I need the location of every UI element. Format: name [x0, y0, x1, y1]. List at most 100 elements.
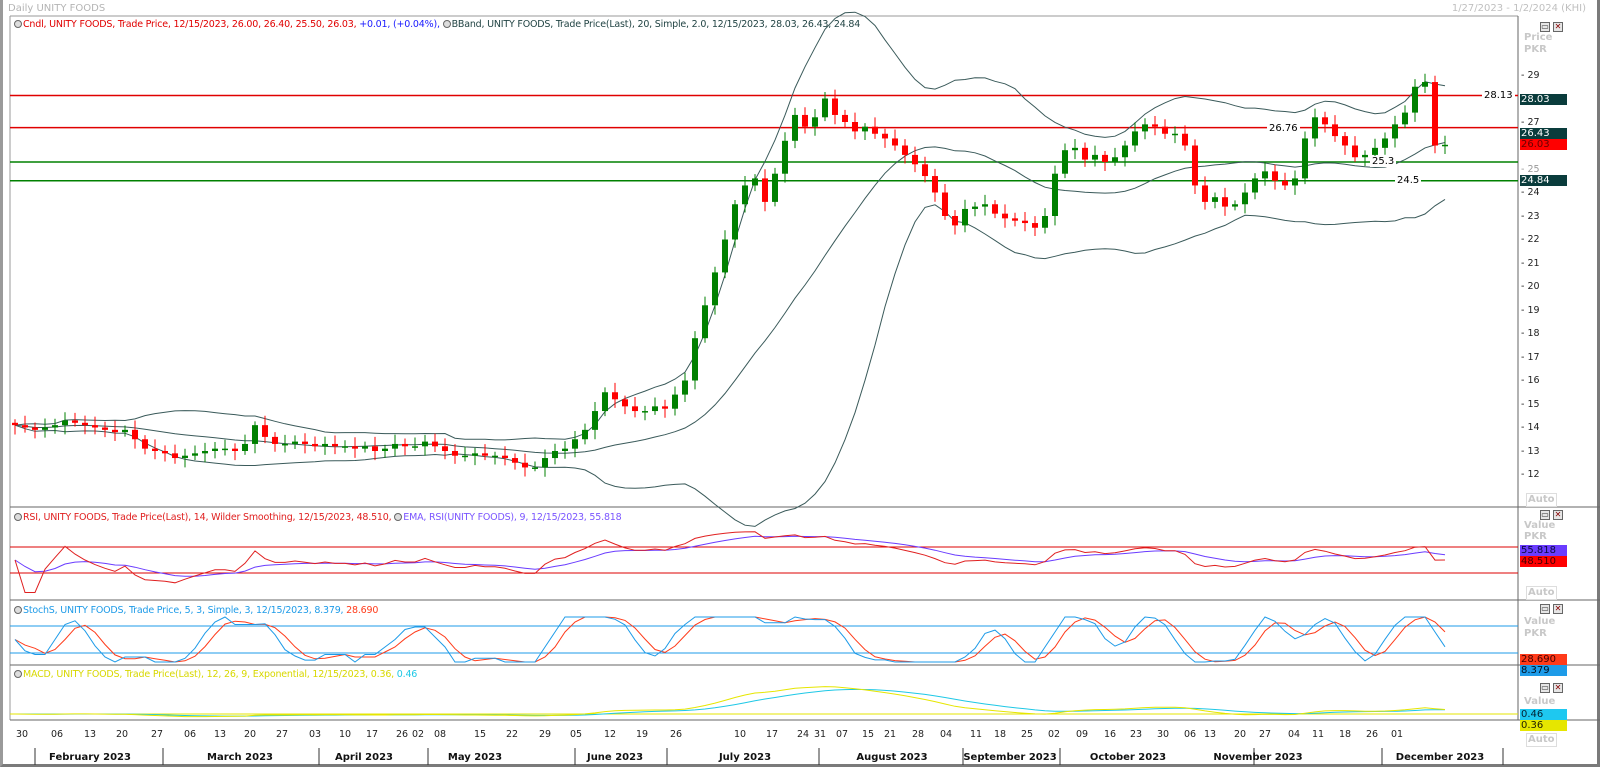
candle-down: [502, 455, 508, 459]
candle-down: [142, 439, 148, 449]
rsi-axis-title: Value: [1524, 520, 1556, 531]
candle-up: [42, 427, 48, 430]
month-label: May 2023: [447, 752, 503, 763]
date-tick: 04: [939, 729, 953, 740]
date-tick: 02: [1047, 729, 1061, 740]
clock-icon[interactable]: [14, 513, 22, 521]
candle-up: [1052, 173, 1058, 216]
candle-up: [322, 443, 328, 447]
maximize-rsi-button[interactable]: ▭: [1540, 510, 1550, 520]
macd-signal-legend: 0.46: [393, 669, 418, 680]
date-tick: 27: [150, 729, 164, 740]
candle-up: [492, 455, 498, 458]
macd-legend: MACD, UNITY FOODS, Trade Price(Last), 12…: [14, 669, 417, 680]
date-tick: 13: [1203, 729, 1217, 740]
price-auto-scale-button[interactable]: Auto: [1526, 493, 1557, 507]
maximize-panel-button[interactable]: ▭: [1540, 22, 1550, 32]
last-price-tag: 26.03: [1520, 139, 1567, 150]
stoch-legend-text: StochS, UNITY FOODS, Trade Price, 5, 3, …: [23, 605, 344, 616]
candle-down: [1152, 124, 1158, 127]
candle-up: [1382, 138, 1388, 148]
candle-up: [1142, 124, 1148, 132]
bb-lower-tag: 24.84: [1520, 175, 1567, 186]
price-tick: - 24: [1521, 187, 1540, 198]
candle-up: [472, 453, 478, 456]
price-tick: - 21: [1521, 257, 1540, 269]
bband-lower-line: [14, 198, 1446, 527]
candle-down: [832, 98, 838, 115]
candle-up: [822, 98, 828, 118]
candle-up: [122, 429, 128, 433]
macd-auto-scale-button[interactable]: Auto: [1526, 733, 1557, 747]
close-panel-button[interactable]: ✕: [1553, 22, 1563, 32]
price-axis-title: Price: [1524, 32, 1553, 43]
date-tick: 25: [1020, 729, 1034, 740]
candle-down: [162, 451, 168, 454]
hline-label-28-13: 28.13: [1482, 90, 1515, 101]
candle-up: [592, 411, 598, 430]
candle-down: [1032, 223, 1038, 228]
candle-down: [352, 446, 358, 449]
candle-up: [812, 117, 818, 127]
date-tick: 11: [1311, 729, 1325, 740]
date-tick: 03: [308, 729, 322, 740]
candle-up: [1072, 147, 1078, 151]
date-tick: 06: [183, 729, 197, 740]
candle-down: [842, 114, 848, 122]
close-stoch-button[interactable]: ✕: [1553, 604, 1563, 614]
date-tick: 06: [1183, 729, 1197, 740]
clock-icon[interactable]: [14, 20, 22, 28]
candle-up: [1092, 154, 1098, 160]
month-label: July 2023: [718, 752, 772, 763]
candle-up: [1312, 117, 1318, 139]
macd-legend-text: MACD, UNITY FOODS, Trade Price(Last), 12…: [23, 669, 394, 680]
clock-icon[interactable]: [442, 20, 451, 28]
candle-down: [452, 451, 458, 456]
macd-line: [14, 686, 1446, 718]
rsi-line: [14, 531, 1446, 593]
candle-up: [1172, 133, 1178, 136]
close-macd-button[interactable]: ✕: [1553, 683, 1563, 693]
candle-down: [12, 422, 18, 426]
candle-up: [672, 394, 678, 409]
date-tick: 20: [1233, 729, 1247, 740]
clock-icon[interactable]: [14, 606, 22, 614]
candle-up: [1112, 157, 1118, 162]
price-tick: - 13: [1521, 445, 1540, 457]
candle-down: [402, 443, 408, 447]
date-tick: 09: [1075, 729, 1089, 740]
candle-up: [222, 448, 228, 451]
candle-up: [532, 467, 538, 469]
candle-up: [722, 239, 728, 273]
candle-down: [432, 441, 438, 447]
date-tick: 12: [603, 729, 617, 740]
ema-legend-text: EMA, RSI(UNITY FOODS), 9, 12/15/2023, 55…: [403, 512, 622, 523]
candle-up: [562, 448, 568, 451]
candle-down: [132, 429, 138, 440]
price-tick: - 17: [1521, 351, 1540, 363]
candle-up: [1242, 192, 1248, 205]
date-tick: 10: [338, 729, 352, 740]
rsi-ema-line: [14, 535, 1446, 577]
clock-icon[interactable]: [14, 670, 22, 678]
candle-down: [92, 425, 98, 428]
candle-up: [1132, 131, 1138, 146]
candle-up: [682, 380, 688, 395]
candle-up: [982, 204, 988, 207]
candle-up: [412, 446, 418, 448]
clock-icon[interactable]: [394, 513, 403, 521]
maximize-stoch-button[interactable]: ▭: [1540, 604, 1550, 614]
rsi-auto-scale-button[interactable]: Auto: [1526, 586, 1557, 600]
close-rsi-button[interactable]: ✕: [1553, 510, 1563, 520]
stoch-k-tag: 8.379: [1520, 665, 1567, 676]
date-tick: 05: [569, 729, 583, 740]
maximize-macd-button[interactable]: ▭: [1540, 683, 1550, 693]
candle-up: [192, 453, 198, 456]
candle-down: [1192, 145, 1198, 186]
candle-down: [32, 427, 38, 430]
candle-down: [262, 425, 268, 437]
hline-label-26-76: 26.76: [1267, 123, 1300, 134]
candle-up: [972, 206, 978, 209]
bband-middle-line: [14, 142, 1446, 454]
